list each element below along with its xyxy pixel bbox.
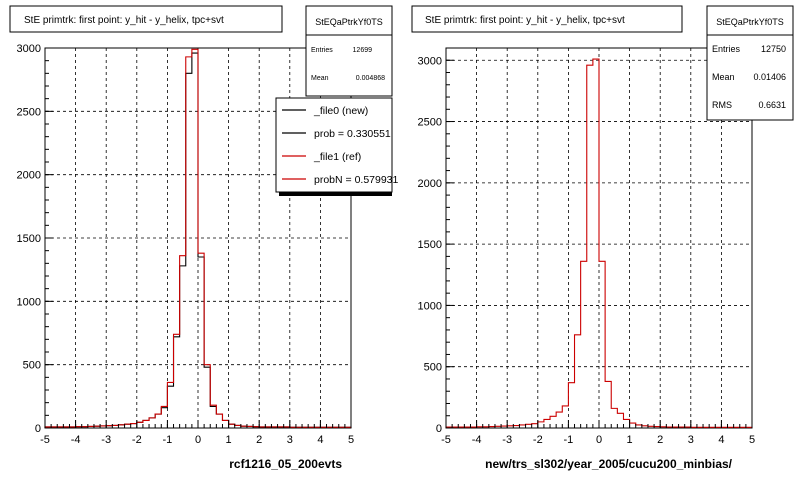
right-y-tick-label: 1000 xyxy=(418,300,442,312)
left-y-ticks: 0 500 1000 1500 2000 2500 3000 xyxy=(17,43,53,435)
left-stats-entries-label: Entries xyxy=(311,47,333,54)
right-x-tick-label: 5 xyxy=(749,434,755,446)
left-y-tick-label: 2000 xyxy=(17,170,41,182)
right-stats-mean-value: 0.01406 xyxy=(753,72,786,82)
right-x-tick-label: 2 xyxy=(657,434,663,446)
right-x-tick-label: -1 xyxy=(564,434,574,446)
left-x-tick-label: -3 xyxy=(101,434,111,446)
right-stats-entries-label: Entries xyxy=(712,44,741,54)
left-x-tick-label: 2 xyxy=(256,434,262,446)
left-x-tick-label: -4 xyxy=(71,434,81,446)
right-x-tick-label: -2 xyxy=(533,434,543,446)
left-x-tick-label: 3 xyxy=(287,434,293,446)
right-stats-name: StEQaPtrkYf0TS xyxy=(716,17,784,27)
right-title-box xyxy=(411,5,683,33)
right-x-tick-label: 3 xyxy=(688,434,694,446)
right-y-tick-label: 0 xyxy=(436,423,442,435)
left-x-tick-label: -2 xyxy=(132,434,142,446)
left-legend-label: probN = 0.579931 xyxy=(314,174,399,186)
right-y-tick-label: 3000 xyxy=(418,55,442,67)
right-y-tick-label: 500 xyxy=(424,362,442,374)
right-stats-mean-label: Mean xyxy=(712,72,735,82)
right-stats-rms-value: 0.6631 xyxy=(758,100,786,110)
left-stats-box xyxy=(305,5,393,97)
left-stats-mean-value: 0.004868 xyxy=(356,75,385,82)
right-y-ticks: 0 500 1000 1500 2000 2500 3000 xyxy=(418,47,454,435)
right-chart-title: StE primtrk: first point: y_hit - y_heli… xyxy=(425,15,625,26)
left-x-tick-label: 0 xyxy=(195,434,201,446)
right-x-ticks: -5 -4 -3 -2 -1 0 1 2 3 4 5 xyxy=(441,420,755,446)
left-x-tick-label: -5 xyxy=(40,434,50,446)
left-title-box xyxy=(9,5,283,33)
right-x-tick-label: 4 xyxy=(718,434,724,446)
left-legend-entries: _file0 (new) prob = 0.330551 _file1 (ref) p… xyxy=(282,105,399,186)
left-legend-label: prob = 0.330551 xyxy=(314,128,391,140)
right-stats-rms-label: RMS xyxy=(712,100,732,110)
right-histogram-panel: 0 500 1000 1500 2000 2500 3000 -5 -4 -3 -2 -1 0 1 2 3 4… xyxy=(411,5,794,471)
left-x-ticks: -5 -4 -3 -2 -1 0 1 2 3 4 5 xyxy=(40,420,354,446)
right-x-tick-label: 1 xyxy=(627,434,633,446)
left-y-tick-label: 3000 xyxy=(17,43,41,55)
left-histogram-panel: 0 500 1000 1500 2000 2500 3000 -5 -4 -3 -2 -1 0 1 2 3 4… xyxy=(9,5,399,471)
right-y-tick-label: 2500 xyxy=(418,117,442,129)
left-chart-title: StE primtrk: first point: y_hit - y_heli… xyxy=(24,15,224,26)
right-x-tick-label: -4 xyxy=(472,434,482,446)
right-x-tick-label: -3 xyxy=(502,434,512,446)
left-legend-label: _file0 (new) xyxy=(313,105,368,117)
left-y-tick-label: 500 xyxy=(23,360,41,372)
left-stats-entries-value: 12699 xyxy=(353,47,373,54)
left-legend-label: _file1 (ref) xyxy=(313,151,361,163)
right-stats-box xyxy=(706,5,794,121)
right-x-tick-label: -5 xyxy=(441,434,451,446)
left-legend-box xyxy=(275,97,393,193)
right-x-tick-label: 0 xyxy=(596,434,602,446)
left-y-tick-label: 1500 xyxy=(17,233,41,245)
left-stats-name: StEQaPtrkYf0TS xyxy=(315,17,383,27)
left-x-tick-label: 5 xyxy=(348,434,354,446)
left-x-axis-label: rcf1216_05_200evts xyxy=(229,457,342,471)
left-y-tick-label: 0 xyxy=(35,423,41,435)
right-y-tick-label: 1500 xyxy=(418,239,442,251)
right-x-axis-label: new/trs_sl302/year_2005/cucu200_minbias/ xyxy=(485,457,732,471)
left-stats-mean-label: Mean xyxy=(311,75,329,82)
left-y-tick-label: 2500 xyxy=(17,106,41,118)
left-x-tick-label: 4 xyxy=(317,434,323,446)
left-x-tick-label: -1 xyxy=(163,434,173,446)
left-y-tick-label: 1000 xyxy=(17,296,41,308)
right-y-tick-label: 2000 xyxy=(418,178,442,190)
right-stats-entries-value: 12750 xyxy=(761,44,786,54)
left-x-tick-label: 1 xyxy=(226,434,232,446)
